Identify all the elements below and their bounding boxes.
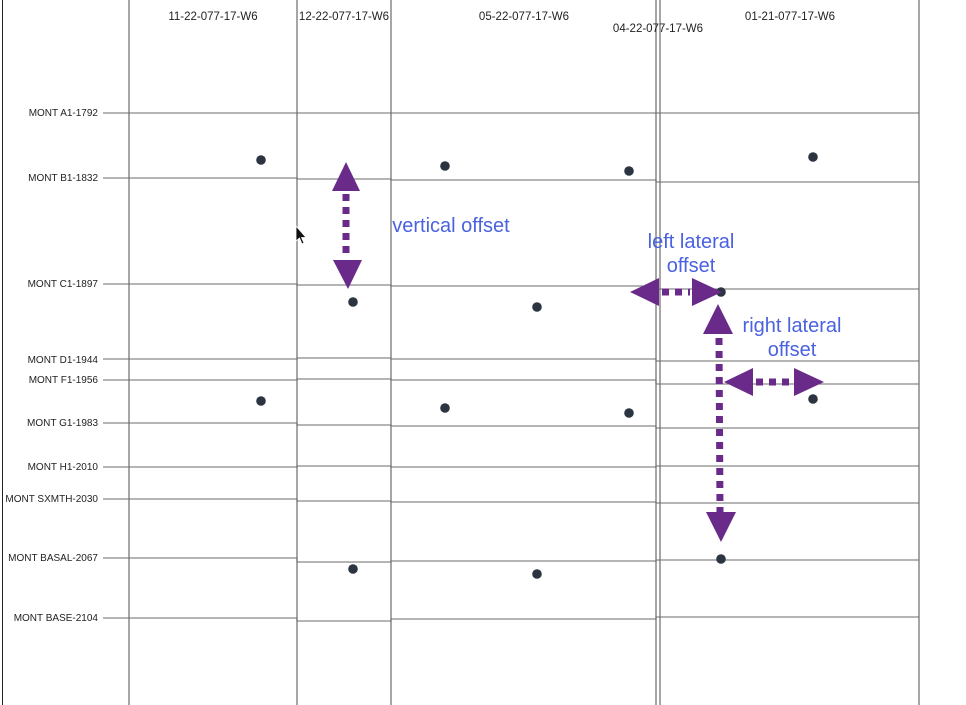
data-point <box>440 161 450 171</box>
well-label: 12-22-077-17-W6 <box>299 11 389 23</box>
left-lateral-offset-arrow <box>630 278 722 306</box>
data-point <box>532 302 542 312</box>
formation-labels: MONT A1-1792 MONT B1-1832 MONT C1-1897 M… <box>5 108 98 624</box>
formation-line-basal <box>103 557 919 563</box>
formation-line-sxmth <box>103 498 919 504</box>
formation-line-g1 <box>103 422 919 429</box>
well-label: 01-21-077-17-W6 <box>745 11 835 23</box>
formation-label: MONT C1-1897 <box>28 279 99 290</box>
left-border <box>2 0 3 705</box>
formation-label: MONT B1-1832 <box>28 173 98 184</box>
formation-lines <box>103 112 919 622</box>
formation-label: MONT BASAL-2067 <box>8 553 98 564</box>
data-point <box>440 403 450 413</box>
data-point <box>256 155 266 165</box>
formation-label: MONT D1-1944 <box>28 355 99 366</box>
right-lateral-offset-arrow <box>724 368 824 396</box>
left-lateral-label: left lateral <box>648 231 735 253</box>
well-column-dividers <box>128 0 920 705</box>
formation-label: MONT G1-1983 <box>27 418 98 429</box>
annotation-labels: vertical offset left lateral offset righ… <box>392 215 841 361</box>
formation-line-base <box>103 616 919 622</box>
right-lateral-label: right lateral <box>743 315 842 337</box>
formation-line-d1 <box>103 357 919 362</box>
vertical-offset-arrow <box>332 162 362 289</box>
formation-label: MONT H1-2010 <box>28 462 99 473</box>
data-points <box>256 152 818 579</box>
data-point <box>348 564 358 574</box>
formation-line-h1 <box>103 465 919 468</box>
right-lateral-label-2: offset <box>768 339 817 361</box>
long-vertical-offset-arrow <box>703 304 736 542</box>
formation-line-f1 <box>103 378 919 385</box>
annotation-arrows <box>332 162 824 542</box>
data-point <box>532 569 542 579</box>
mouse-cursor-icon <box>295 224 307 245</box>
data-point <box>716 554 726 564</box>
well-headers: 11-22-077-17-W6 12-22-077-17-W6 05-22-07… <box>168 11 835 35</box>
data-point <box>808 394 818 404</box>
well-label: 11-22-077-17-W6 <box>168 11 257 23</box>
data-point <box>808 152 818 162</box>
well-label: 04-22-077-17-W6 <box>613 23 703 35</box>
vertical-offset-label: vertical offset <box>392 215 510 237</box>
formation-line-b1 <box>103 177 919 183</box>
left-lateral-label-2: offset <box>667 255 716 277</box>
well-label: 05-22-077-17-W6 <box>479 11 569 23</box>
formation-line-c1 <box>103 283 919 290</box>
data-point <box>624 408 634 418</box>
data-point <box>348 297 358 307</box>
formation-label: MONT F1-1956 <box>29 375 99 386</box>
formation-label: MONT A1-1792 <box>29 108 99 119</box>
formation-label: MONT BASE-2104 <box>14 613 99 624</box>
data-point <box>256 396 266 406</box>
data-point <box>624 166 634 176</box>
formation-label: MONT SXMTH-2030 <box>5 494 98 505</box>
